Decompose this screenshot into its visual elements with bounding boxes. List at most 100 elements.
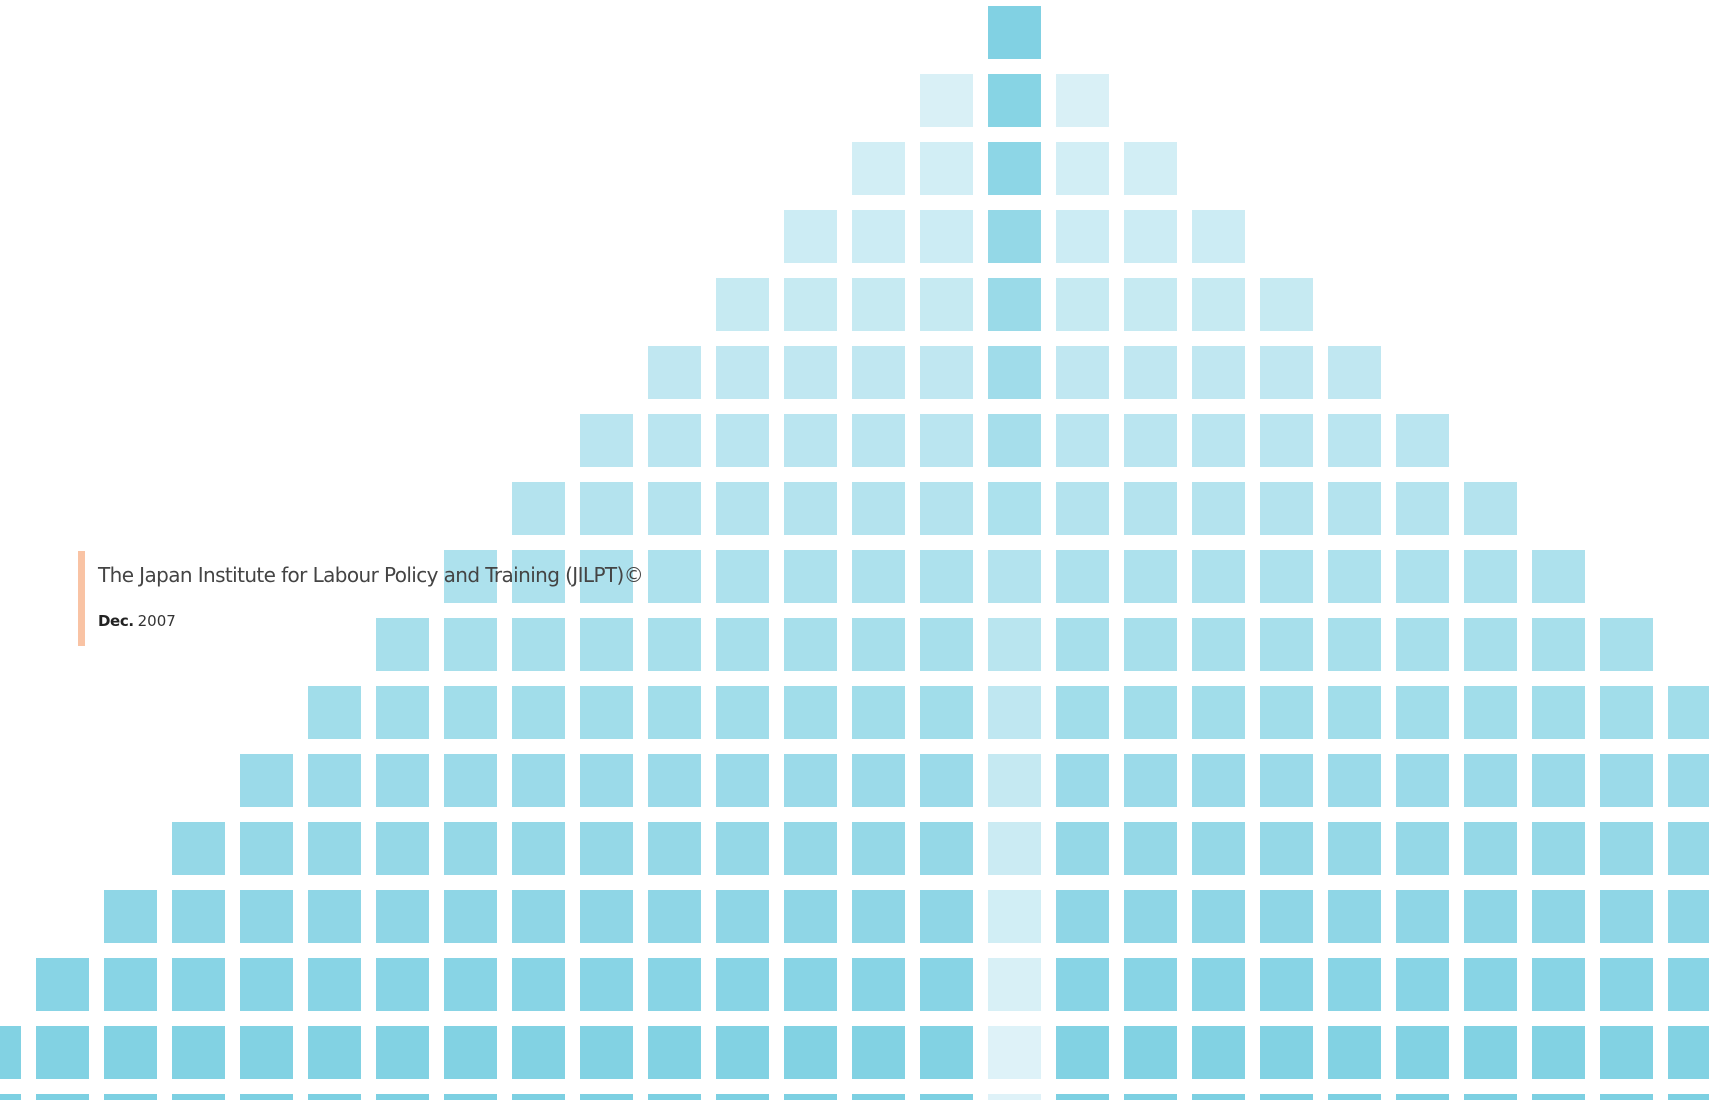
mosaic-tile <box>1668 1026 1709 1079</box>
mosaic-tile <box>1396 890 1449 943</box>
mosaic-tile <box>580 1094 633 1100</box>
mosaic-tile <box>172 890 225 943</box>
mosaic-tile <box>444 618 497 671</box>
mosaic-tile <box>1192 958 1245 1011</box>
mosaic-tile <box>1396 618 1449 671</box>
mosaic-tile <box>716 822 769 875</box>
mosaic-tile <box>1600 754 1653 807</box>
mosaic-tile <box>1056 1094 1109 1100</box>
mosaic-tile <box>1600 1094 1653 1100</box>
mosaic-tile <box>716 550 769 603</box>
mosaic-tile <box>1328 686 1381 739</box>
mosaic-tile <box>1668 822 1709 875</box>
mosaic-tile <box>1056 210 1109 263</box>
mosaic-tile <box>1192 346 1245 399</box>
mosaic-tile <box>444 754 497 807</box>
mosaic-tile <box>1328 482 1381 535</box>
mosaic-tile <box>1464 550 1517 603</box>
mosaic-tile <box>1396 414 1449 467</box>
mosaic-tile <box>1396 822 1449 875</box>
mosaic-tile <box>308 1026 361 1079</box>
mosaic-tile <box>784 618 837 671</box>
mosaic-tile <box>716 890 769 943</box>
mosaic-tile <box>1328 346 1381 399</box>
mosaic-tile <box>852 958 905 1011</box>
mosaic-tile <box>1464 618 1517 671</box>
mosaic-tile <box>648 686 701 739</box>
mosaic-tile <box>1056 618 1109 671</box>
mosaic-tile <box>0 1094 21 1100</box>
mosaic-tile <box>1192 890 1245 943</box>
mosaic-tile <box>1532 822 1585 875</box>
mosaic-tile <box>512 1026 565 1079</box>
mosaic-tile <box>852 1094 905 1100</box>
mosaic-tile <box>376 890 429 943</box>
mosaic-tile <box>784 414 837 467</box>
mosaic-tile <box>1532 550 1585 603</box>
mosaic-tile <box>716 1026 769 1079</box>
mosaic-tile <box>444 1094 497 1100</box>
mosaic-tile <box>784 1094 837 1100</box>
mosaic-tile <box>1600 1026 1653 1079</box>
mosaic-tile <box>308 754 361 807</box>
mosaic-tile <box>920 482 973 535</box>
mosaic-tile <box>240 754 293 807</box>
mosaic-tile <box>1056 890 1109 943</box>
mosaic-tile <box>852 414 905 467</box>
mosaic-tile <box>1328 618 1381 671</box>
mosaic-center-tile <box>988 1026 1041 1079</box>
mosaic-tile <box>852 278 905 331</box>
mosaic-tile <box>852 210 905 263</box>
mosaic-center-tile <box>988 618 1041 671</box>
mosaic-tile <box>1260 550 1313 603</box>
mosaic-tile <box>1124 1026 1177 1079</box>
mosaic-center-tile <box>988 890 1041 943</box>
mosaic-tile <box>1464 1026 1517 1079</box>
mosaic-tile <box>784 686 837 739</box>
mosaic-tile <box>0 1026 21 1079</box>
mosaic-center-tile <box>988 958 1041 1011</box>
mosaic-center-tile <box>988 142 1041 195</box>
mosaic-tile <box>1532 754 1585 807</box>
mosaic-tile <box>1056 754 1109 807</box>
mosaic-center-tile <box>988 686 1041 739</box>
mosaic-tile <box>240 958 293 1011</box>
mosaic-tile <box>716 278 769 331</box>
mosaic-tile <box>1124 142 1177 195</box>
mosaic-tile <box>1124 822 1177 875</box>
mosaic-tile <box>1056 686 1109 739</box>
mosaic-tile <box>920 686 973 739</box>
mosaic-tile <box>512 686 565 739</box>
mosaic-tile <box>1328 1094 1381 1100</box>
mosaic-center-tile <box>988 822 1041 875</box>
mosaic-tile <box>512 550 565 603</box>
mosaic-tile <box>376 754 429 807</box>
mosaic-tile <box>1192 210 1245 263</box>
mosaic-tile <box>172 1094 225 1100</box>
mosaic-tile <box>308 958 361 1011</box>
mosaic-tile <box>308 890 361 943</box>
mosaic-tile <box>1600 618 1653 671</box>
mosaic-tile <box>308 686 361 739</box>
mosaic-tile <box>1668 958 1709 1011</box>
mosaic-tile <box>784 278 837 331</box>
mosaic-center-tile <box>988 278 1041 331</box>
mosaic-tile <box>36 958 89 1011</box>
mosaic-tile <box>784 754 837 807</box>
mosaic-tile <box>512 958 565 1011</box>
mosaic-tile <box>784 346 837 399</box>
mosaic-tile <box>1192 686 1245 739</box>
mosaic-tile <box>920 210 973 263</box>
mosaic-tile <box>1056 346 1109 399</box>
mosaic-tile <box>1396 1026 1449 1079</box>
mosaic-tile <box>1192 1094 1245 1100</box>
mosaic-tile <box>920 414 973 467</box>
mosaic-tile <box>1192 550 1245 603</box>
mosaic-tile <box>1056 550 1109 603</box>
mosaic-tile <box>580 1026 633 1079</box>
mosaic-center-tile <box>988 74 1041 127</box>
mosaic-tile <box>920 278 973 331</box>
mosaic-tile <box>1192 1026 1245 1079</box>
mosaic-tile <box>580 958 633 1011</box>
